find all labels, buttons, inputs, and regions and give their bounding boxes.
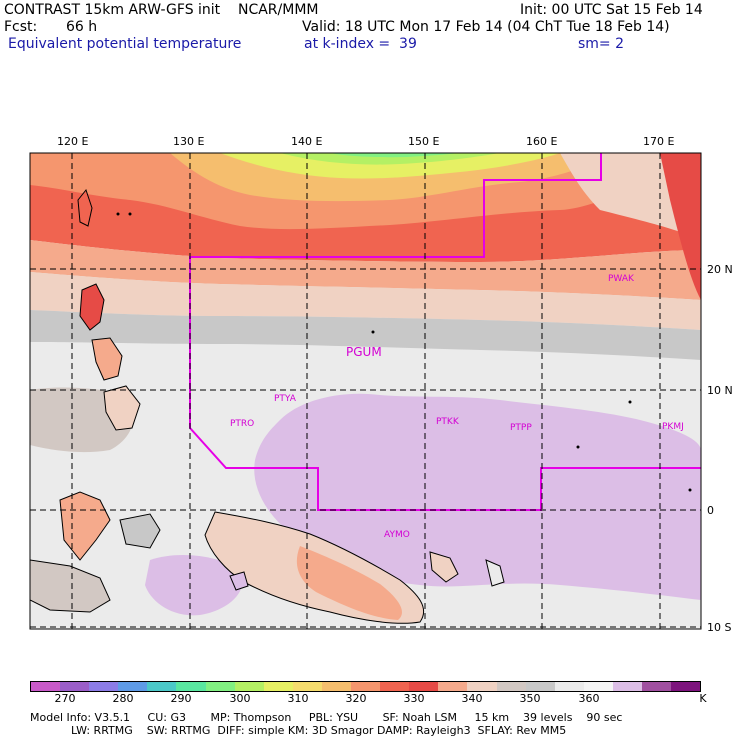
colorbar-swatch <box>321 682 352 691</box>
colorbar-label-280: 280 <box>112 692 134 705</box>
colorbar-swatch <box>554 682 584 691</box>
colorbar-label-330: 330 <box>403 692 425 705</box>
init-time: Init: 00 UTC Sat 15 Feb 14 <box>520 2 703 18</box>
colorbar-label-310: 310 <box>287 692 309 705</box>
station-pgum: PGUM <box>346 345 382 359</box>
lat-label-10n: 10 N <box>707 384 733 397</box>
station-aymo: AYMO <box>384 530 410 540</box>
colorbar-swatch <box>205 682 235 691</box>
station-pwak: PWAK <box>608 274 634 284</box>
station-ptpp: PTPP <box>510 423 532 433</box>
lon-label-120: 120 E <box>57 135 89 148</box>
colorbar-swatch <box>176 682 206 691</box>
colorbar-swatch <box>147 682 177 691</box>
model-info-line2: LW: RRTMG SW: RRTMG DIFF: simple KM: 3D … <box>71 724 567 737</box>
colorbar-label-270: 270 <box>54 692 76 705</box>
valid-time: Valid: 18 UTC Mon 17 Feb 14 (04 ChT Tue … <box>302 19 670 35</box>
title-line: CONTRAST 15km ARW-GFS init NCAR/MMM <box>4 2 319 18</box>
colorbar-label-340: 340 <box>461 692 483 705</box>
colorbar-swatch <box>263 682 293 691</box>
smoothing: sm= 2 <box>578 36 625 52</box>
forecast-hour: 66 h <box>66 19 98 35</box>
station-ptro: PTRO <box>230 419 255 429</box>
colorbar-swatch <box>671 682 701 691</box>
colorbar-label-350: 350 <box>519 692 541 705</box>
colorbar <box>30 681 701 692</box>
colorbar-swatch <box>438 682 468 691</box>
colorbar-swatch <box>292 682 322 691</box>
colorbar-swatch <box>380 682 410 691</box>
field-name: Equivalent potential temperature <box>8 36 242 52</box>
colorbar-swatch <box>60 682 90 691</box>
colorbar-swatch <box>525 682 555 691</box>
colorbar-label-300: 300 <box>229 692 251 705</box>
station-ptkk: PTKK <box>436 417 459 427</box>
lat-label-10s: 10 S <box>707 621 732 634</box>
colorbar-label-320: 320 <box>345 692 367 705</box>
lat-label-20n: 20 N <box>707 263 733 276</box>
colorbar-swatch <box>89 682 119 691</box>
colorbar-label-290: 290 <box>170 692 192 705</box>
lon-label-160: 160 E <box>526 135 558 148</box>
colorbar-swatch <box>641 682 672 691</box>
model-info-line1: Model Info: V3.5.1 CU: G3 MP: Thompson P… <box>30 711 623 724</box>
colorbar-swatch <box>583 682 613 691</box>
lat-label-0: 0 <box>707 504 714 517</box>
colorbar-unit: K <box>699 692 707 705</box>
station-pkmj: PKMJ <box>662 422 684 432</box>
lon-label-130: 130 E <box>173 135 205 148</box>
colorbar-label-360: 360 <box>578 692 600 705</box>
colorbar-swatch <box>496 682 526 691</box>
colorbar-swatch <box>612 682 642 691</box>
colorbar-swatch <box>409 682 439 691</box>
lon-label-140: 140 E <box>291 135 323 148</box>
forecast-label: Fcst: <box>4 19 38 35</box>
colorbar-swatch <box>118 682 148 691</box>
colorbar-swatch <box>467 682 497 691</box>
station-ptya: PTYA <box>274 394 296 404</box>
colorbar-swatch <box>31 682 61 691</box>
colorbar-swatch <box>351 682 381 691</box>
level-index: at k-index = 39 <box>304 36 417 52</box>
colorbar-swatch <box>234 682 264 691</box>
lon-label-150: 150 E <box>408 135 440 148</box>
lon-label-170: 170 E <box>643 135 675 148</box>
